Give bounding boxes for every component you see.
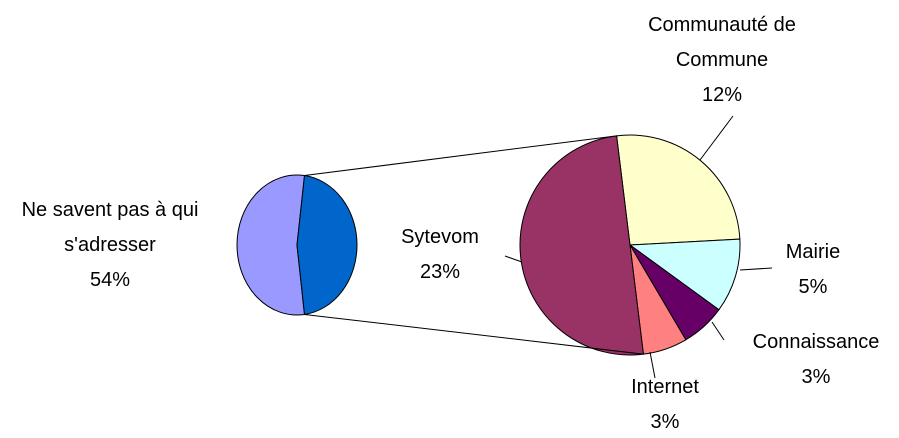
label-name: Mairie [785, 241, 841, 263]
pie-slice [628, 238, 741, 311]
label-name: Connaissance [752, 331, 880, 353]
connector-line [304, 313, 644, 355]
label-value: 3% [650, 411, 680, 433]
label-value: 12% [701, 84, 743, 106]
pie-slice [519, 135, 644, 356]
label-value: 54% [89, 269, 131, 291]
pie-slice [616, 134, 741, 246]
label-name: Ne savent pas à qui s'adresser [21, 199, 199, 256]
connector-line [304, 135, 617, 177]
label-value: 3% [801, 366, 831, 388]
pie-slice [296, 174, 358, 316]
data-label: Communauté de Commune 12% [637, 8, 807, 113]
leader-line [739, 267, 773, 271]
pie-slice [236, 174, 306, 316]
leader-line [504, 255, 523, 263]
data-label: Internet 3% [605, 370, 725, 438]
label-value: 5% [798, 276, 828, 298]
label-name: Internet [631, 376, 699, 398]
data-label: Sytevom 23% [380, 220, 500, 290]
label-value: 23% [419, 261, 461, 283]
label-name: Communauté de Commune [648, 14, 796, 71]
data-label: Mairie 5% [753, 235, 873, 305]
leader-line [699, 115, 734, 161]
leader-line [711, 321, 725, 341]
leader-line [649, 351, 656, 379]
label-name: Sytevom [401, 226, 479, 248]
data-label: Connaissance 3% [736, 325, 896, 395]
data-label: Ne savent pas à qui s'adresser 54% [5, 193, 215, 298]
